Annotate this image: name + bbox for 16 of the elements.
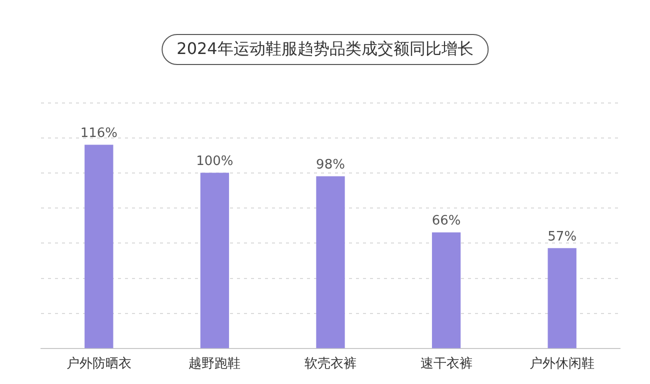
x-tick-label: 户外休闲鞋 [530,356,595,372]
x-tick-label: 越野跑鞋 [188,356,241,372]
x-tick-label: 户外防晒衣 [66,356,132,372]
bar [316,176,345,348]
bar [548,248,576,348]
x-tick-label: 软壳衣裤 [304,356,356,372]
x-tick-label: 速干衣裤 [420,356,472,372]
bar [432,232,461,348]
data-label: 66% [432,214,461,229]
data-label: 98% [316,157,345,172]
data-label: 116% [80,126,118,141]
data-label: 57% [548,229,577,244]
data-label: 100% [196,154,234,169]
chart-title: 2024年运动鞋服趋势品类成交额同比增长 [162,34,488,65]
bar [200,172,230,348]
bar [84,144,114,348]
